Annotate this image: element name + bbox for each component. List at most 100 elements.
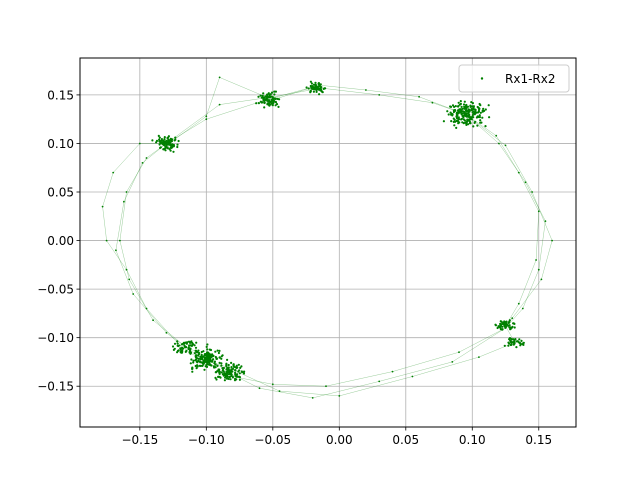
cluster-point <box>228 371 231 374</box>
cluster-point <box>266 99 269 102</box>
data-point <box>551 239 553 242</box>
x-tick-label: −0.05 <box>254 433 291 447</box>
cluster-point <box>461 121 464 124</box>
cluster-point <box>205 354 208 357</box>
data-point <box>271 383 274 386</box>
cluster-point <box>234 373 237 377</box>
data-point <box>378 94 381 96</box>
cluster-point <box>452 117 455 120</box>
cluster-point <box>208 363 211 366</box>
cluster-point <box>191 370 194 373</box>
cluster-point <box>217 351 220 355</box>
x-tick-label: −0.10 <box>188 433 225 447</box>
cluster-point <box>208 358 212 361</box>
cluster-point <box>206 357 209 360</box>
data-point <box>537 210 540 213</box>
cluster-point <box>274 97 277 100</box>
cluster-point <box>210 356 213 359</box>
cluster-point <box>218 356 221 359</box>
cluster-point <box>213 366 216 369</box>
cluster-point <box>167 142 171 145</box>
cluster-point <box>456 114 459 117</box>
cluster-point <box>449 111 452 114</box>
data-point <box>128 278 131 281</box>
cluster-point <box>165 139 168 142</box>
cluster-point <box>194 346 198 349</box>
cluster-point <box>312 87 315 90</box>
cluster-point <box>451 113 454 116</box>
data-point <box>517 302 520 305</box>
cluster-point <box>487 104 490 107</box>
cluster-point <box>265 95 268 98</box>
cluster-point <box>310 85 313 88</box>
data-point <box>391 370 394 373</box>
cluster-point <box>208 348 211 351</box>
cluster-point <box>230 361 233 364</box>
cluster-point <box>318 93 321 96</box>
cluster-point <box>157 134 160 137</box>
data-point <box>125 268 128 271</box>
cluster-point <box>184 350 187 353</box>
cluster-point <box>206 348 209 351</box>
cluster-point <box>515 340 519 343</box>
data-point <box>115 249 117 252</box>
cluster-point <box>320 89 323 92</box>
data-point <box>338 395 341 397</box>
cluster-point <box>501 328 504 331</box>
cluster-point <box>191 341 194 345</box>
cluster-point <box>226 358 229 361</box>
cluster-point <box>457 101 460 104</box>
cluster-point <box>177 349 180 352</box>
data-point <box>537 268 540 271</box>
cluster-point <box>220 362 223 365</box>
cluster-point <box>205 345 208 348</box>
cluster-point <box>224 373 227 376</box>
cluster-point <box>227 368 230 371</box>
cluster-point <box>275 103 279 106</box>
cluster-point <box>519 343 523 346</box>
cluster-point <box>474 109 477 112</box>
cluster-point <box>460 113 463 116</box>
cluster-point <box>185 342 188 345</box>
cluster-point <box>508 342 511 345</box>
cluster-point <box>187 340 191 343</box>
cluster-point <box>204 357 207 360</box>
cluster-point <box>460 118 463 121</box>
cluster-point <box>240 365 243 368</box>
cluster-point <box>263 96 266 99</box>
cluster-point <box>231 376 234 379</box>
cluster-point <box>229 378 232 381</box>
cluster-point <box>471 102 474 105</box>
cluster-point <box>518 338 521 341</box>
cluster-point <box>176 340 179 343</box>
cluster-point <box>234 369 237 372</box>
data-point <box>524 181 527 184</box>
cluster-point <box>505 320 508 323</box>
cluster-point <box>194 364 197 368</box>
cluster-point <box>206 351 209 354</box>
cluster-point <box>265 97 268 100</box>
x-tick-label: 0.10 <box>459 433 486 447</box>
cluster-point <box>167 140 170 143</box>
cluster-point <box>472 116 475 119</box>
cluster-point <box>309 80 312 83</box>
cluster-point <box>168 148 171 151</box>
y-tick-label: 0.15 <box>47 88 74 102</box>
cluster-point <box>447 113 450 116</box>
cluster-point <box>235 364 238 367</box>
cluster-point <box>189 362 192 365</box>
cluster-point <box>183 344 186 347</box>
cluster-point <box>194 358 197 361</box>
cluster-point <box>237 363 240 366</box>
cluster-point <box>192 359 195 362</box>
cluster-point <box>225 362 228 365</box>
cluster-point <box>477 106 480 109</box>
cluster-point <box>218 361 221 364</box>
cluster-point <box>235 378 238 381</box>
cluster-point <box>471 108 474 111</box>
cluster-point <box>316 86 319 89</box>
cluster-point <box>192 361 195 364</box>
cluster-point <box>158 143 161 146</box>
cluster-point <box>202 350 205 353</box>
cluster-point <box>229 375 232 378</box>
